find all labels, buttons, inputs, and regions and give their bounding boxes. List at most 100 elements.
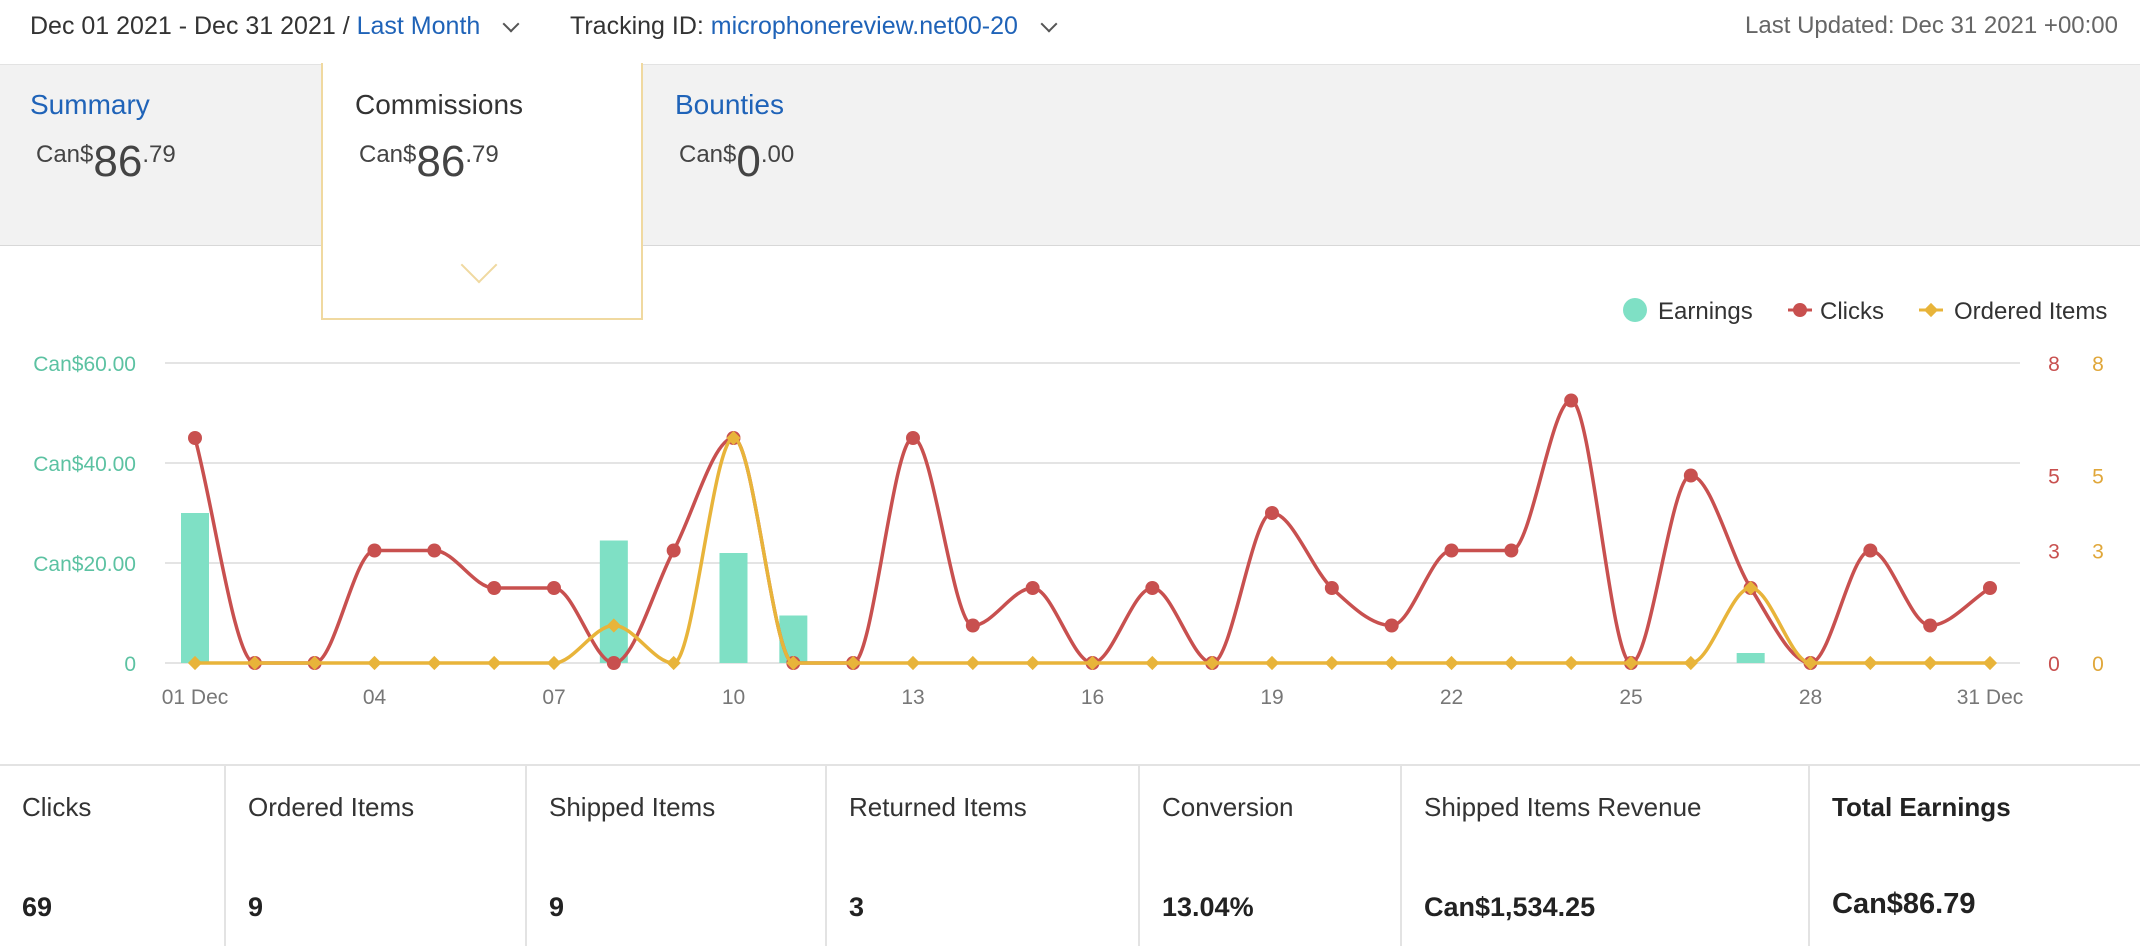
ordered-items-point[interactable] [1564, 655, 1579, 671]
ordered-items-point[interactable] [1683, 655, 1698, 671]
ordered-items-point[interactable] [1384, 655, 1399, 671]
ordered-items-point[interactable] [247, 655, 262, 671]
ordered-items-point[interactable] [1982, 655, 1998, 671]
clicks-point[interactable] [1983, 581, 1997, 595]
stat-ordered-items-label: Ordered Items [248, 792, 415, 822]
x-tick-label: 01 Dec [162, 686, 229, 709]
earnings-bars [181, 513, 1765, 663]
x-tick-label: 19 [1260, 686, 1283, 709]
tab-bounties[interactable]: Bounties Can$0.00 [643, 65, 965, 247]
clicks-point[interactable] [965, 618, 980, 633]
legend-clicks-label: Clicks [1820, 298, 1884, 325]
chart-grid [165, 362, 2020, 664]
earnings-bar[interactable] [181, 513, 209, 663]
ordered-items-point[interactable] [1264, 655, 1280, 671]
clicks-point[interactable] [547, 581, 561, 595]
y-tick-label: 8 [2048, 353, 2060, 376]
date-range[interactable]: Dec 01 2021 - Dec 31 2021 / Last Month [30, 12, 520, 41]
stat-total-earnings-value: Can$86.79 [1832, 888, 1976, 920]
ordered-items-point[interactable] [1623, 655, 1639, 671]
clicks-series [188, 393, 1997, 670]
clicks-point[interactable] [1265, 506, 1279, 520]
ordered-items-point[interactable] [187, 655, 203, 671]
tab-summary[interactable]: Summary Can$86.79 [0, 65, 322, 247]
chevron-down-icon[interactable] [1040, 15, 1058, 33]
currency-symbol: Can$ [679, 141, 737, 168]
clicks-point[interactable] [666, 543, 681, 558]
tab-commissions-title[interactable]: Commissions [355, 89, 524, 120]
clicks-point[interactable] [1564, 393, 1579, 408]
y-tick-label: Can$60.00 [33, 353, 136, 376]
ordered-items-point[interactable] [1324, 655, 1339, 671]
legend-earnings[interactable]: Earnings [1623, 298, 1753, 325]
ordered-items-line [195, 436, 1990, 665]
ordered-items-point[interactable] [1025, 655, 1040, 671]
y-tick-label: 3 [2048, 541, 2060, 564]
ordered-items-point[interactable] [487, 655, 502, 671]
earnings-bar[interactable] [1736, 653, 1765, 663]
y-tick-label: 0 [2048, 653, 2060, 676]
ordered-items-point[interactable] [1743, 580, 1758, 596]
tab-summary-title[interactable]: Summary [30, 89, 150, 120]
ordered-items-point[interactable] [905, 655, 921, 671]
ordered-items-point[interactable] [726, 430, 741, 446]
clicks-point[interactable] [1384, 618, 1399, 633]
stat-conversion-label: Conversion [1162, 792, 1294, 822]
chevron-down-icon[interactable] [502, 15, 520, 33]
clicks-point[interactable] [1863, 543, 1878, 558]
clicks-point[interactable] [188, 431, 202, 445]
ordered-items-point[interactable] [606, 618, 621, 633]
clicks-point[interactable] [1324, 581, 1339, 595]
currency-symbol: Can$ [359, 141, 417, 168]
x-tick-label: 07 [542, 686, 565, 709]
clicks-point[interactable] [1025, 581, 1040, 595]
ordered-items-point[interactable] [427, 655, 442, 671]
y-axis-clicks: 0 3 5 8 [2048, 353, 2060, 676]
y-axis-ordered-items: 0 3 5 8 [2092, 353, 2104, 676]
ordered-items-point[interactable] [1145, 655, 1160, 671]
ordered-items-point[interactable] [1444, 655, 1459, 671]
stat-shipped-items-value: 9 [549, 892, 565, 922]
stat-shipped-items-revenue-value: Can$1,534.25 [1424, 892, 1596, 922]
tracking-id-link[interactable]: microphonereview.net00-20 [710, 12, 1018, 40]
clicks-point[interactable] [427, 543, 442, 558]
ordered-items-point[interactable] [307, 655, 322, 671]
ordered-items-point[interactable] [1923, 655, 1938, 671]
clicks-point[interactable] [1504, 543, 1519, 558]
ordered-items-point[interactable] [1504, 655, 1519, 671]
ordered-items-point[interactable] [786, 655, 801, 671]
stat-clicks: Clicks 69 [0, 766, 226, 946]
report-header: Dec 01 2021 - Dec 31 2021 / Last Month T… [0, 0, 2140, 64]
ordered-items-point[interactable] [546, 655, 562, 671]
clicks-point[interactable] [1145, 581, 1160, 595]
clicks-point[interactable] [1923, 618, 1938, 633]
stat-clicks-value: 69 [22, 892, 53, 922]
clicks-point[interactable] [487, 581, 502, 595]
ordered-items-point[interactable] [1863, 655, 1878, 671]
y-tick-label: 0 [124, 653, 136, 676]
clicks-point[interactable] [906, 431, 920, 445]
ordered-items-point[interactable] [846, 655, 861, 671]
legend-ordered-items[interactable]: Ordered Items [1919, 298, 2107, 325]
clicks-point[interactable] [1683, 468, 1698, 483]
earnings-bar[interactable] [719, 553, 748, 663]
earnings-bar[interactable] [779, 615, 808, 664]
tracking-id-selector[interactable]: Tracking ID: microphonereview.net00-20 [570, 12, 1058, 41]
x-tick-label: 25 [1619, 686, 1642, 709]
ordered-items-point[interactable] [1085, 655, 1100, 671]
clicks-point[interactable] [606, 656, 621, 670]
stat-clicks-label: Clicks [22, 792, 92, 822]
period-link[interactable]: Last Month [356, 12, 481, 40]
tab-bounties-title[interactable]: Bounties [675, 89, 784, 120]
ordered-items-point[interactable] [965, 655, 980, 671]
y-tick-label: Can$20.00 [33, 553, 136, 576]
clicks-point[interactable] [367, 543, 382, 558]
ordered-items-point[interactable] [666, 655, 681, 671]
legend-clicks[interactable]: Clicks [1788, 298, 1884, 325]
ordered-items-point[interactable] [367, 655, 382, 671]
amount-fraction: .00 [760, 141, 795, 168]
ordered-items-point[interactable] [1803, 655, 1818, 671]
clicks-point[interactable] [1444, 543, 1459, 558]
earnings-bar[interactable] [599, 540, 628, 664]
ordered-items-point[interactable] [1205, 655, 1220, 671]
